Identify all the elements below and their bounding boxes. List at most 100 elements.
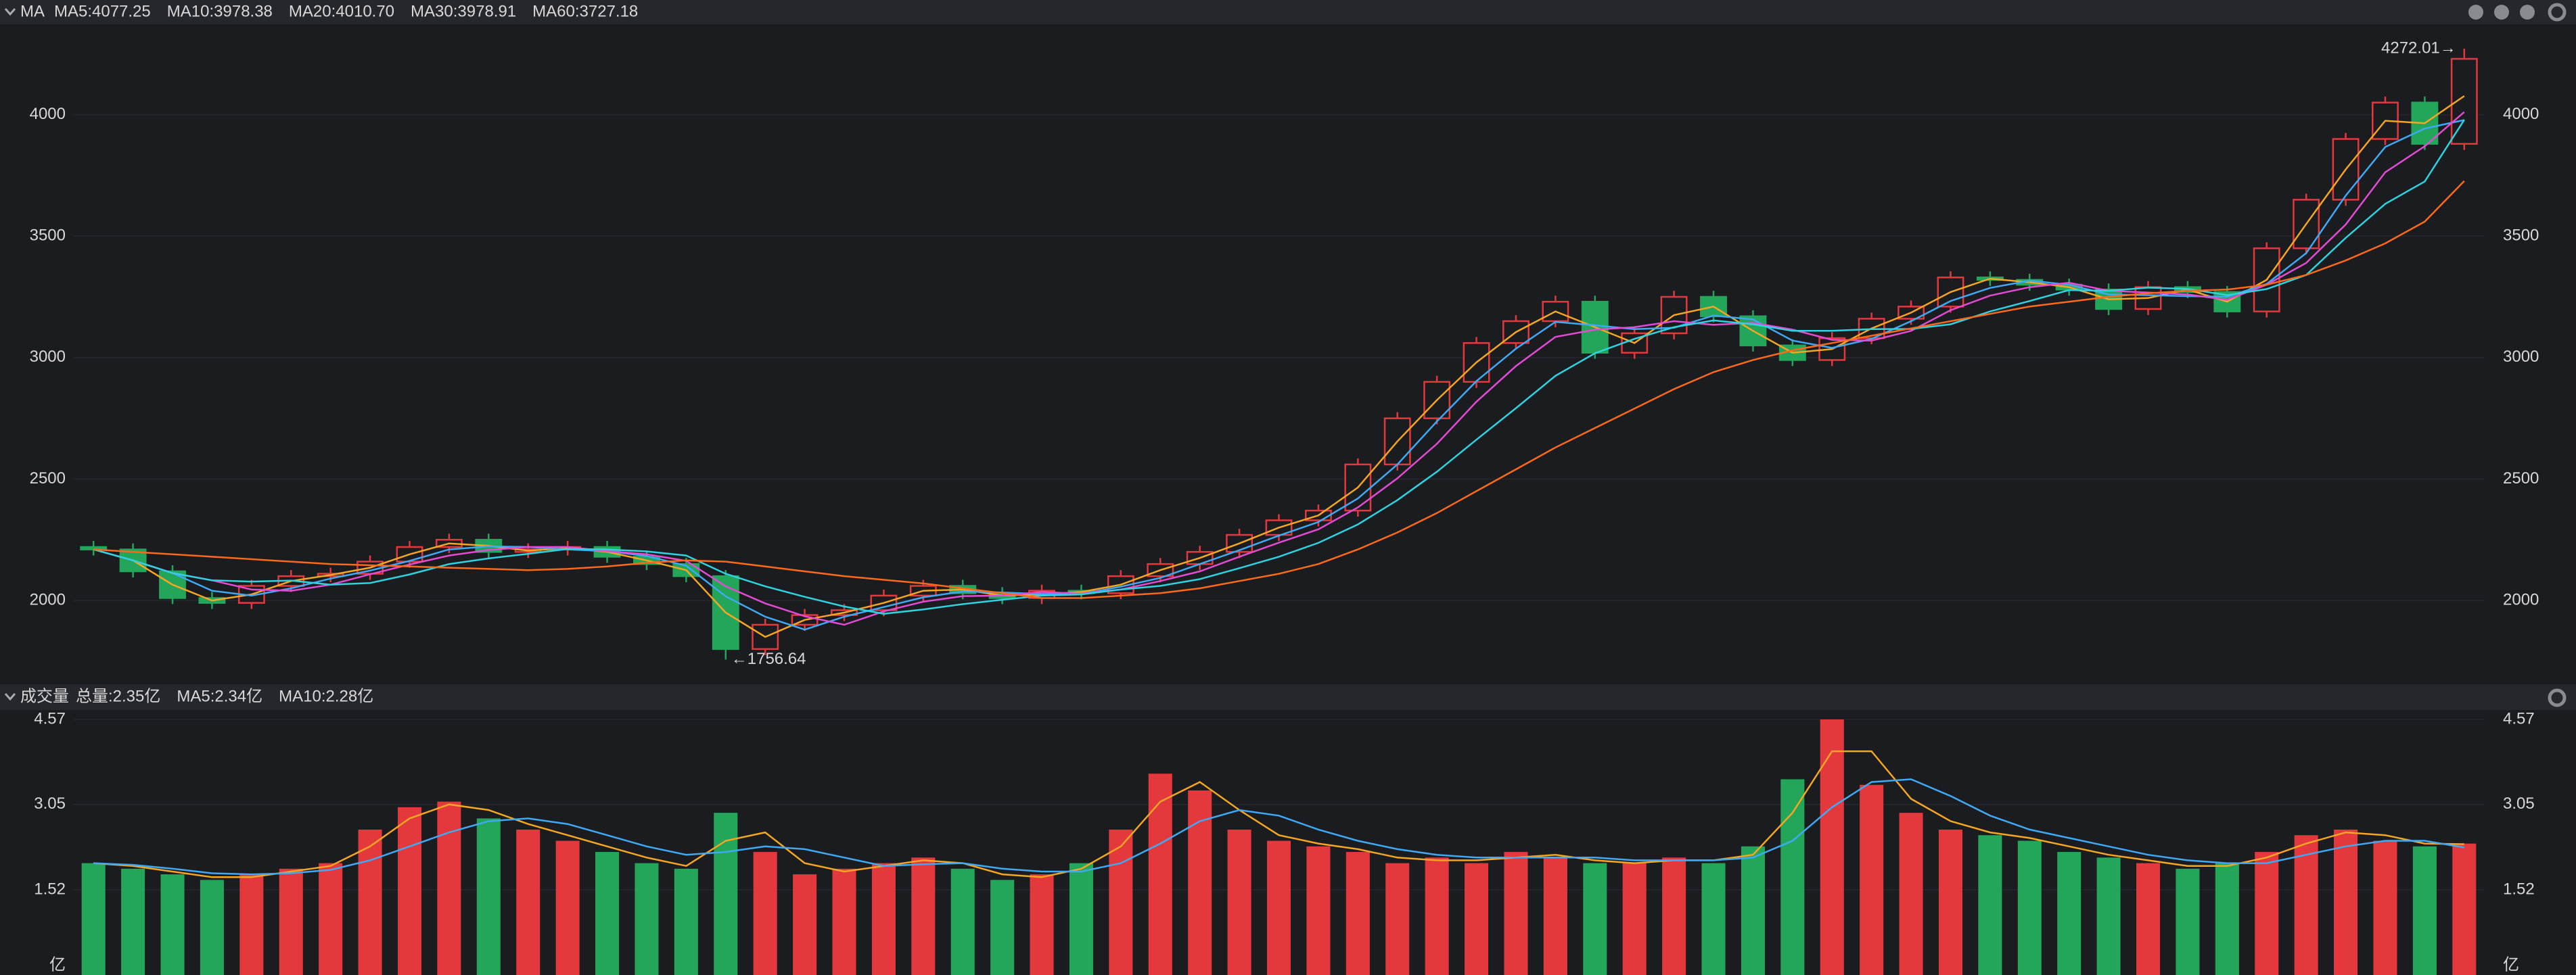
volume-bar (1938, 829, 1962, 975)
volume-bar (793, 874, 817, 975)
ma-line (93, 778, 2465, 876)
volume-bar (1069, 863, 1093, 975)
volume-bar (239, 874, 264, 975)
collapse-icon[interactable] (4, 8, 16, 16)
legend-entry: MA60:3727.18 (532, 2, 638, 20)
volume-bar (2294, 835, 2318, 975)
minimize-button[interactable] (2468, 5, 2483, 20)
add-button[interactable] (2494, 5, 2509, 20)
ma-line (93, 750, 2464, 878)
y-tick-label: 3000 (2503, 348, 2539, 366)
volume-bar (160, 874, 185, 975)
ma-line (93, 119, 2465, 631)
volume-bar (397, 807, 422, 975)
volume-bar (319, 863, 343, 975)
volume-bar (2255, 852, 2279, 975)
unit-label: 亿 (2503, 955, 2519, 974)
y-tick-label: 2000 (2503, 590, 2539, 609)
legend-entry: MA5:2.34亿 (177, 687, 262, 705)
y-tick-label: 4.57 (2503, 709, 2535, 728)
volume-bar (753, 852, 777, 975)
volume-bar (2176, 868, 2200, 975)
candle-body (1739, 315, 1767, 347)
legend-entry: MA10:2.28亿 (279, 687, 373, 705)
volume-bar (990, 880, 1015, 975)
volume-bar (714, 813, 738, 975)
volume-bar (1266, 840, 1291, 975)
volume-bar (358, 829, 382, 975)
volume-bar (1860, 784, 1884, 975)
y-tick-label: 3.05 (2503, 794, 2535, 813)
volume-bar (2412, 846, 2437, 975)
y-tick-label: 3000 (30, 348, 66, 366)
ma-line (93, 119, 2465, 615)
volume-bar (832, 868, 856, 975)
volume-bar (1346, 852, 1370, 975)
settings-button[interactable] (2548, 3, 2567, 22)
volume-bar (1701, 863, 1726, 975)
legend-entry: MA30:3978.91 (411, 2, 516, 20)
volume-bar (1306, 846, 1331, 975)
y-tick-label: 1.52 (34, 880, 66, 899)
y-tick-label: 3500 (30, 227, 66, 245)
volume-bar (2334, 829, 2358, 975)
y-tick-label: 3.05 (34, 794, 66, 813)
annotation: 4272.01→ (2381, 39, 2456, 57)
y-tick-label: 2500 (30, 469, 66, 488)
volume-title: 成交量 (20, 687, 69, 705)
volume-bar (279, 868, 303, 975)
settings-button[interactable] (2548, 688, 2567, 707)
volume-bar (2017, 840, 2042, 975)
volume-bar (871, 863, 896, 975)
y-tick-label: 2000 (30, 590, 66, 609)
y-tick-label: 4.57 (34, 709, 66, 728)
volume-bar (1030, 874, 1054, 975)
annotation: ←1756.64 (731, 650, 806, 668)
volume-bar (1109, 829, 1133, 975)
volume-bar (555, 840, 580, 975)
volume-bar (2057, 852, 2082, 975)
candle-body (80, 546, 108, 550)
y-tick-label: 4000 (2503, 105, 2539, 123)
y-tick-label: 4000 (30, 105, 66, 123)
volume-bar (1780, 779, 1805, 975)
volume-bar (1662, 857, 1686, 975)
legend-entry: 总量:2.35亿 (76, 687, 160, 705)
volume-bar (950, 868, 975, 975)
volume-bar (1148, 774, 1172, 975)
volume-bar (1465, 863, 1489, 975)
volume-bar (674, 868, 698, 975)
volume-header-bar (0, 684, 2576, 710)
remove-button[interactable] (2520, 5, 2535, 20)
legend-entry: MA10:3978.38 (167, 2, 273, 20)
volume-bar (2136, 863, 2161, 975)
legend-entry: MA5:4077.25 (54, 2, 151, 20)
volume-bar (1622, 863, 1647, 975)
volume-bar (1978, 835, 2002, 975)
volume-bar (1583, 863, 1607, 975)
y-tick-label: 1.52 (2503, 880, 2535, 899)
volume-bar (81, 863, 106, 975)
volume-bar (1820, 719, 1844, 975)
volume-bar (1385, 863, 1410, 975)
y-tick-label: 3500 (2503, 227, 2539, 245)
volume-bar (121, 868, 145, 975)
ma-line (93, 180, 2465, 599)
volume-bar (437, 801, 461, 975)
volume-bar (595, 852, 620, 975)
volume-bar (911, 857, 936, 975)
volume-bar (2452, 843, 2477, 975)
volume-bar (2215, 863, 2239, 975)
volume-bar (1741, 846, 1765, 975)
volume-bar (476, 818, 501, 975)
collapse-icon[interactable] (4, 693, 16, 701)
volume-bar (2096, 857, 2121, 975)
volume-bar (516, 829, 540, 975)
y-tick-label: 2500 (2503, 469, 2539, 488)
price-header-bar (0, 0, 2576, 24)
volume-bar (635, 863, 659, 975)
volume-bar (1425, 857, 1449, 975)
